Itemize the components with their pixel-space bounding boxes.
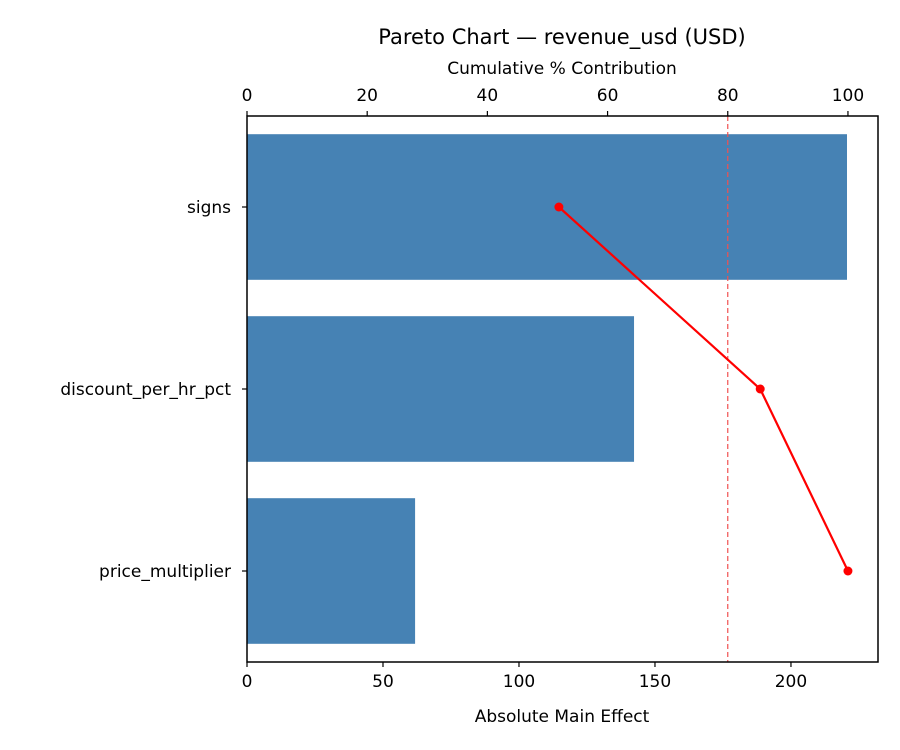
x-tick-label: 50 [372,672,394,692]
chart-title: Pareto Chart — revenue_usd (USD) [378,25,746,50]
x-tick-label: 100 [503,672,535,692]
y-tick-label: discount_per_hr_pct [60,380,231,400]
top-tick-label: 60 [597,86,619,106]
top-tick-label: 40 [477,86,499,106]
bar-discount_per_hr_pct [247,316,635,462]
bar-signs [247,134,847,280]
plot-frame [246,115,879,663]
bar-price_multiplier [247,498,416,644]
top-tick-label: 100 [832,86,864,106]
x-tick-label: 0 [242,672,253,692]
x-tick-label: 150 [639,672,671,692]
top-tick-label: 0 [242,86,253,106]
cumulative-point [554,202,564,212]
y-tick-label: price_multiplier [99,562,231,582]
cumulative-point [755,384,765,394]
plot-area: signs discount_per_hr_pct price_multiplier… [60,86,879,692]
y-tick-label: signs [187,198,231,218]
bottom-axis-label: Absolute Main Effect [475,707,650,727]
top-tick-label: 20 [356,86,378,106]
cumulative-point [843,566,853,576]
x-tick-label: 200 [775,672,807,692]
top-axis-label: Cumulative % Contribution [447,59,677,79]
top-tick-label: 80 [717,86,739,106]
